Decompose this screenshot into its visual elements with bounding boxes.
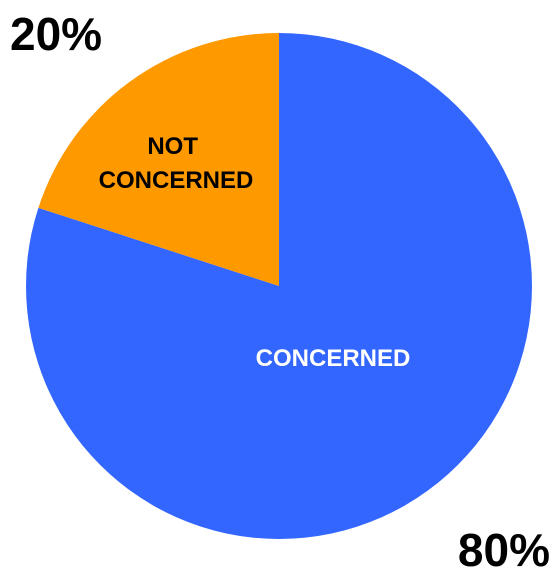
slice-label-not-concerned-line-2: CONCERNED: [99, 167, 254, 194]
pie-slice-concerned: [25, 33, 532, 539]
slice-label-not-concerned: NOT CONCERNED: [99, 133, 254, 194]
slice-label-concerned: CONCERNED: [256, 345, 411, 372]
pie-slice-not-concerned: [38, 33, 279, 286]
pie-slices: [25, 33, 532, 539]
percent-label-not-concerned: 20%: [10, 8, 102, 60]
percent-label-concerned: 80%: [458, 524, 550, 568]
slice-label-not-concerned-line-1: NOT: [147, 133, 198, 160]
